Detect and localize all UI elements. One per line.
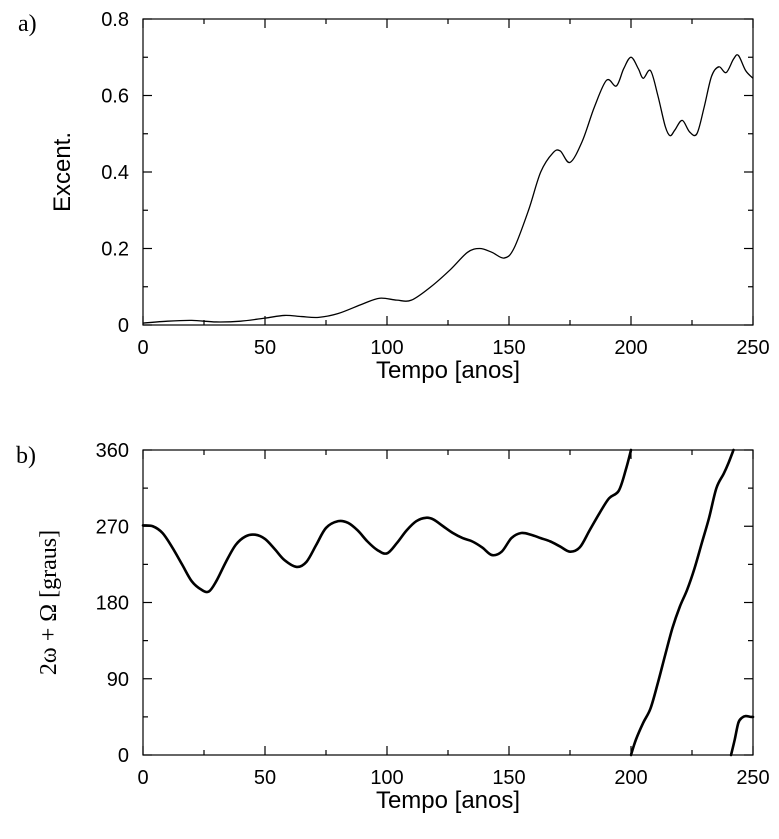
y-axis-title-b: 2ω + Ω [graus] [36,530,62,675]
y-tick-label: 0 [118,745,129,767]
x-tick-label: 250 [736,337,769,359]
panel-label-b: b) [16,443,36,469]
y-tick-label: 0.4 [101,162,129,184]
x-axis-title-b: Tempo [anos] [376,787,520,814]
angle-curves [141,448,755,757]
x-tick-label: 100 [370,767,403,789]
plot-frame-a [142,18,754,326]
x-tick-label: 150 [492,767,525,789]
x-tick-label: 50 [254,337,276,359]
y-tick-label: 0.8 [101,9,129,31]
angle-curve-segment-1 [141,448,633,594]
y-tick-label: 0.2 [101,239,129,261]
x-tick-label: 100 [370,337,403,359]
panel-label-a: a) [18,11,37,37]
angle-curve-segment-2 [629,448,735,757]
x-tick-label: 0 [137,767,148,789]
y-axis-title-a: Excent. [49,132,76,212]
eccentricity-curve [142,54,754,324]
x-tick-label: 150 [492,337,525,359]
x-tick-label: 200 [614,337,647,359]
y-tick-labels-b: 0 90 180 270 360 [96,440,129,767]
x-tick-label: 250 [736,767,769,789]
plot-frame-b [142,449,754,756]
x-tick-labels-b: 0 50 100 150 200 250 [137,767,769,789]
angle-curve-segment-3 [729,714,755,757]
y-tick-label: 90 [107,669,129,691]
x-tick-labels-a: 0 50 100 150 200 250 [137,337,769,359]
y-tick-label: 270 [96,516,129,538]
panel-a-eccentricity: a) 0 0.2 0.4 0.6 0.8 0 50 100 150 200 250 Tempo [… [18,9,770,384]
panel-b-angle: b) 0 90 180 270 360 0 50 100 150 200 250 Tempo [a… [16,440,770,814]
x-tick-label: 50 [254,767,276,789]
ticks-a [142,18,754,326]
x-axis-title-a: Tempo [anos] [376,357,520,384]
y-tick-label: 0 [118,315,129,337]
ticks-b [142,449,754,756]
y-tick-labels-a: 0 0.2 0.4 0.6 0.8 [101,9,129,337]
x-tick-label: 200 [614,767,647,789]
x-tick-label: 0 [137,337,148,359]
y-tick-label: 360 [96,440,129,462]
y-tick-label: 180 [96,593,129,615]
y-tick-label: 0.6 [101,86,129,108]
